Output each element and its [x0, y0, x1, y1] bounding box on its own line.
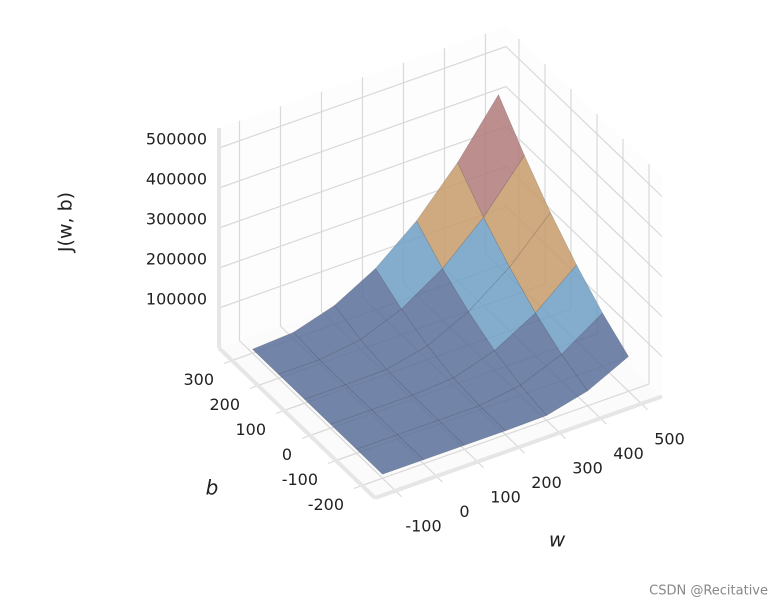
y-tick-label: 0 — [282, 445, 292, 464]
grid-line — [218, 85, 507, 189]
z-tick-label: 200000 — [146, 250, 207, 269]
y-axis-label: b — [206, 476, 219, 500]
grid-line — [361, 383, 650, 487]
z-tick-label: 400000 — [146, 170, 207, 189]
axis-edge — [217, 346, 377, 500]
grid-line — [505, 86, 663, 237]
surface-patch — [355, 434, 425, 475]
watermark: CSDN @Recitative — [649, 584, 768, 599]
x-tick-label: 400 — [613, 444, 644, 463]
y-tick-label: -100 — [282, 470, 318, 489]
y-tick-label: 300 — [183, 370, 214, 389]
surface-patch — [535, 264, 603, 355]
x-axis-label: w — [549, 528, 566, 552]
x-tick-label: 500 — [654, 429, 685, 448]
axis-edge — [374, 394, 663, 500]
surface-patch — [520, 353, 588, 416]
grid-line — [218, 45, 507, 149]
grid-line — [505, 46, 663, 197]
x-tick-label: 100 — [490, 487, 521, 506]
surface-patch — [509, 212, 577, 314]
y-tick-label: 200 — [209, 395, 240, 414]
grid-line — [218, 125, 507, 229]
z-axis-label: J(w, b) — [55, 192, 77, 253]
z-tick-label: 500000 — [146, 130, 207, 149]
z-tick-label: 100000 — [146, 290, 207, 309]
z-tick-label: 300000 — [146, 210, 207, 229]
y-tick-label: -200 — [308, 495, 344, 514]
surface-patch — [561, 312, 629, 392]
x-tick-label: -100 — [405, 516, 441, 535]
x-tick-label: 200 — [531, 473, 562, 492]
x-tick-label: 0 — [459, 502, 469, 521]
y-tick-label: 100 — [235, 420, 266, 439]
x-tick-label: 300 — [572, 458, 603, 477]
grid-line — [505, 126, 663, 277]
grid-line — [239, 340, 396, 492]
